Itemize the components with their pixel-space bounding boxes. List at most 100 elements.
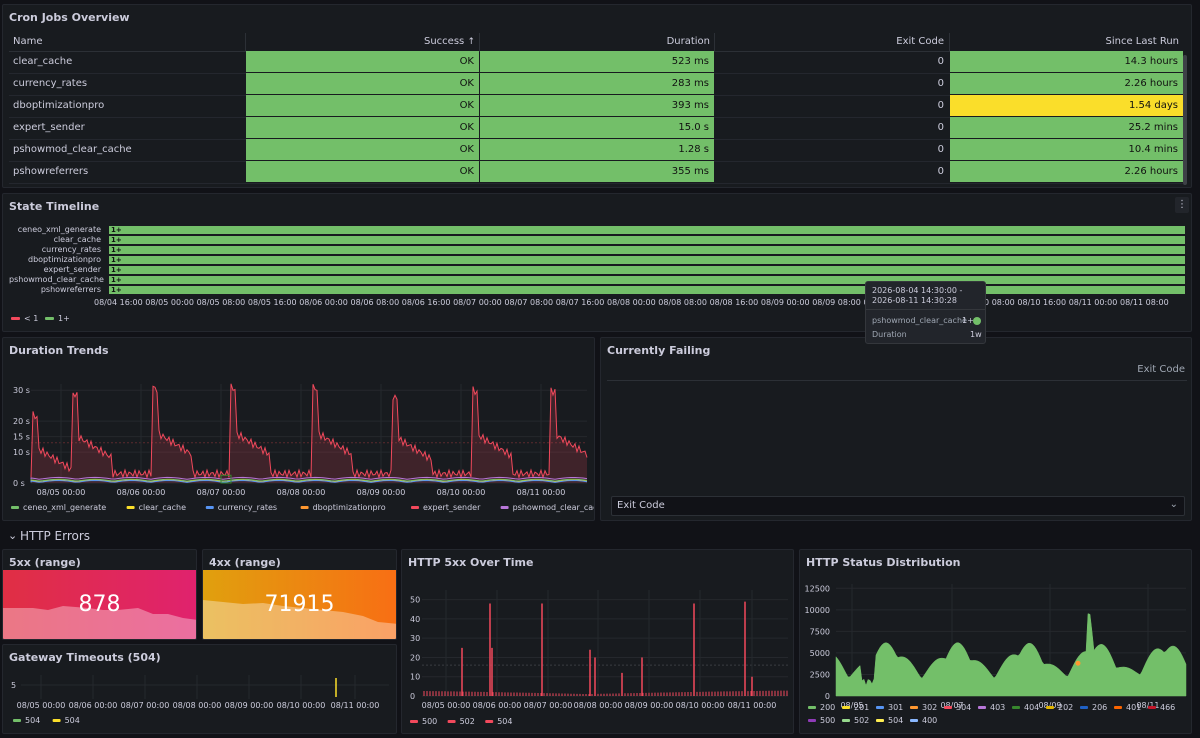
- x-tick-label: 08/06 08:00: [350, 298, 400, 307]
- column-select[interactable]: Exit Code ⌄: [611, 496, 1185, 516]
- x-tick-label: 08/05 08:00: [196, 298, 246, 307]
- legend-swatch: [876, 719, 884, 722]
- chevron-down-icon[interactable]: ⌄: [8, 529, 18, 542]
- series-line-expert-sender: [30, 383, 588, 480]
- panel-title: HTTP Status Distribution: [806, 556, 961, 569]
- series-line: [30, 479, 588, 483]
- legend-swatch: [1046, 706, 1054, 709]
- legend-swatch: [842, 706, 850, 709]
- legend-swatch: [45, 317, 54, 320]
- stat-5xx-value: 878: [78, 592, 121, 617]
- timeline-state-bar[interactable]: 1+: [109, 226, 1185, 234]
- section-title-http-errors[interactable]: HTTP Errors: [20, 529, 91, 543]
- state-timeline-panel: State Timeline ⋮ ceneo_xml_generate 1+ cle…: [2, 193, 1192, 332]
- table-header: Exit Code: [607, 360, 1187, 381]
- table-row: expert_sender OK 15.0 s 0 25.2 mins: [9, 117, 1183, 140]
- timeline-row-label: expert_sender: [43, 265, 101, 274]
- legend-label: 202: [1058, 703, 1073, 712]
- table-row: dboptimizationpro OK 393 ms 0 1.54 days: [9, 95, 1183, 118]
- stat-5xx-sparkline: [3, 606, 196, 639]
- y-tick-label: 2500: [810, 670, 830, 679]
- http-status-chart[interactable]: 12500 10000 7500 5000 2500 0 08/05 08/07 08/09 08…: [800, 550, 1192, 734]
- cell-duration: 283 ms: [480, 73, 714, 94]
- cell-success: OK: [246, 95, 479, 116]
- column-header-exit-code[interactable]: Exit Code: [896, 36, 944, 47]
- cell-success: OK: [246, 51, 479, 72]
- cell-exit-code: 0: [937, 56, 944, 67]
- table-row: currency_rates OK 283 ms 0 2.26 hours: [9, 73, 1183, 96]
- table-header: Name Success ↑ Duration Exit Code Since …: [9, 33, 1183, 52]
- column-header-success[interactable]: Success ↑: [248, 36, 475, 47]
- column-header-exit-code[interactable]: Exit Code: [1137, 364, 1185, 375]
- x-tick-label: 08/06 00:00: [117, 488, 166, 497]
- duration-chart[interactable]: 30 s 20 s 10 s 0 s 15 s 08/05 00:00 08/06 00:0…: [3, 338, 595, 521]
- legend-swatch: [300, 506, 309, 509]
- legend-label: 504: [497, 717, 512, 726]
- x-tick-label: 08/10 00:00: [277, 701, 326, 710]
- x-tick-label: 08/09 00:00: [760, 298, 810, 307]
- x-tick-label: 08/08 16:00: [709, 298, 759, 307]
- table-scrollbar[interactable]: [1183, 55, 1187, 185]
- x-tick-label: 08/08 00:00: [277, 488, 326, 497]
- legend-swatch: [808, 719, 816, 722]
- x-tick-label: 08/06 00:00: [473, 701, 522, 710]
- panel-title: Cron Jobs Overview: [9, 11, 130, 24]
- cell-since-last-run: 10.4 mins: [950, 139, 1183, 160]
- y-tick-label: 10 s: [13, 448, 30, 457]
- series-line: [30, 478, 588, 482]
- panel-title: Duration Trends: [9, 344, 109, 357]
- legend-label: 206: [1092, 703, 1107, 712]
- timeline-state-bar[interactable]: 1+: [109, 266, 1185, 274]
- http-status-panel: HTTP Status Distribution 12500 10000 7500 5…: [799, 549, 1192, 734]
- series-line: [30, 476, 588, 480]
- gateway-chart[interactable]: 5 08/05 00:00 08/06 00:00 08/07 00:00 08/08 …: [3, 645, 397, 734]
- x-tick-label: 08/05 00:00: [17, 701, 66, 710]
- legend-swatch: [13, 719, 21, 722]
- legend-swatch: [944, 706, 952, 709]
- y-tick-label: 20 s: [13, 417, 30, 426]
- x-tick-label: 08/09 00:00: [357, 488, 406, 497]
- status-dot-icon: [973, 317, 981, 325]
- column-header-since-last-run[interactable]: Since Last Run: [1105, 36, 1179, 47]
- y-tick-label: 30 s: [13, 386, 30, 395]
- legend-label: dboptimizationpro: [313, 503, 386, 512]
- legend-swatch: [842, 719, 850, 722]
- panel-title: Currently Failing: [607, 344, 711, 357]
- legend-item-lt1[interactable]: < 1: [11, 314, 38, 323]
- http-5xx-chart[interactable]: 50 40 30 20 10 0 08/05 00:00 08/06 00:00 08/07 0…: [402, 550, 794, 734]
- stat-4xx-sparkline: [203, 600, 396, 639]
- legend-label: 404: [1024, 703, 1039, 712]
- x-tick-label: 08/11 00:00: [517, 488, 566, 497]
- table-row: pshowmod_clear_cache OK 1.28 s 0 10.4 mi…: [9, 139, 1183, 162]
- timeline-state-bar[interactable]: 1+: [109, 256, 1185, 264]
- timeline-row-label: dboptimizationpro: [27, 255, 101, 264]
- stat-4xx-fill: [203, 570, 396, 639]
- x-tick-label: 08/05: [840, 701, 863, 710]
- cell-name: pshowmod_clear_cache: [13, 144, 132, 155]
- y-tick-label: 0: [825, 692, 830, 701]
- kebab-menu-icon[interactable]: ⋮: [1175, 197, 1189, 213]
- tooltip-range: 2026-08-04 14:30:00 - 2026-08-11 14:30:2…: [872, 286, 963, 305]
- timeline-state-bar[interactable]: 1+: [109, 276, 1185, 284]
- timeline-state-bar[interactable]: 1+: [109, 236, 1185, 244]
- x-tick-label: 08/08 00:00: [173, 701, 222, 710]
- column-header-duration[interactable]: Duration: [666, 36, 710, 47]
- x-tick-label: 08/10 16:00: [1017, 298, 1067, 307]
- legend-swatch: [126, 506, 135, 509]
- x-tick-label: 08/05 00:00: [37, 488, 86, 497]
- timeline-row-label: clear_cache: [53, 235, 101, 244]
- tooltip-duration-label: Duration: [872, 330, 907, 339]
- legend-label: 201: [854, 703, 869, 712]
- column-header-name[interactable]: Name: [13, 36, 43, 47]
- x-tick-label: 08/11: [1136, 701, 1159, 710]
- timeline-state-bar[interactable]: 1+: [109, 286, 1185, 294]
- legend-label: < 1: [24, 314, 39, 323]
- cell-exit-code: 0: [937, 166, 944, 177]
- panel-title: Gateway Timeouts (504): [9, 651, 161, 664]
- legend-swatch: [11, 506, 19, 509]
- x-tick-label: 08/08 00:00: [574, 701, 623, 710]
- cell-exit-code: 0: [937, 78, 944, 89]
- cell-exit-code: 0: [937, 122, 944, 133]
- legend-item-1plus[interactable]: 1+: [45, 314, 70, 323]
- timeline-state-bar[interactable]: 1+: [109, 246, 1185, 254]
